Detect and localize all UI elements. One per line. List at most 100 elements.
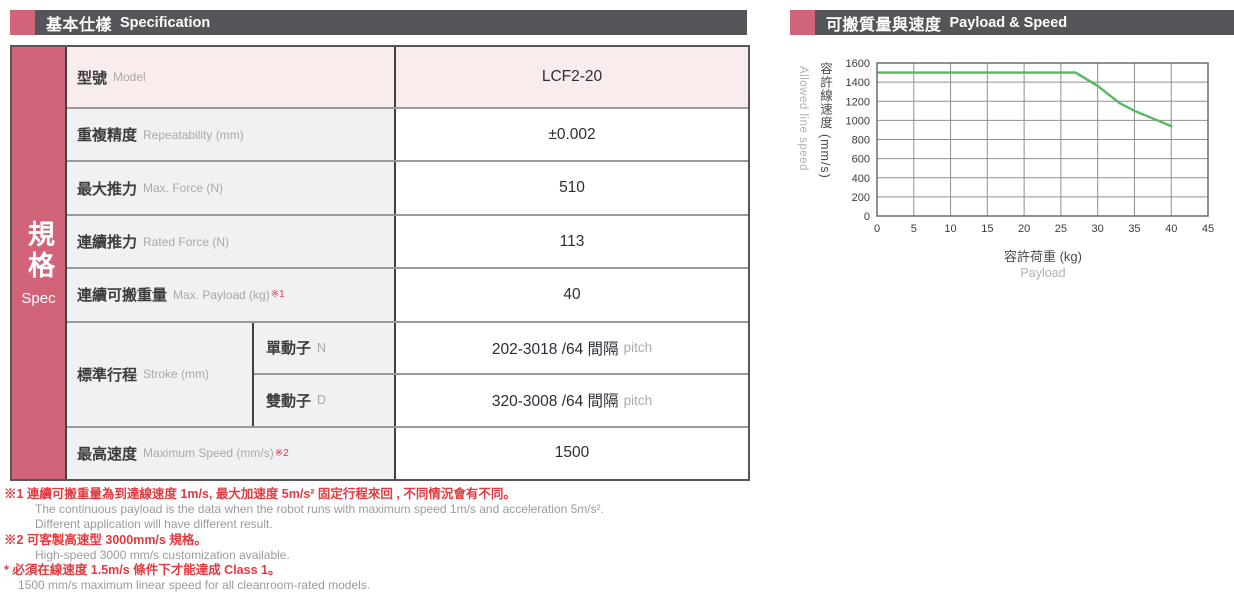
model-label-en: Model	[113, 70, 146, 84]
svg-text:45: 45	[1202, 223, 1214, 235]
stroke-single-label-cell: 單動子 N	[254, 322, 396, 374]
table-row-max-speed: 最高速度 Maximum Speed (mm/s) ※2 1500	[67, 425, 748, 479]
max-payload-footnote-ref: ※1	[270, 289, 285, 301]
svg-text:1000: 1000	[846, 115, 870, 127]
spec-header-title-zh: 基本仕樣	[46, 16, 113, 34]
max-force-label-en: Max. Force (N)	[143, 181, 224, 196]
stroke-label-zh: 標準行程	[77, 366, 138, 384]
stroke-double-code: D	[317, 393, 327, 408]
spec-table: 規格 Spec 型號 Model LCF2-20 重複精度 Repeatabil…	[10, 45, 750, 481]
max-payload-value-cell: 40	[396, 269, 748, 321]
footnotes: ※1 連續可搬重量為到達線速度 1m/s, 最大加速度 5m/s² 固定行程來回…	[4, 487, 764, 593]
repeatability-value-cell: ±0.002	[396, 109, 748, 161]
rated-force-value: 113	[559, 232, 585, 250]
max-speed-value-cell: 1500	[396, 427, 748, 479]
max-speed-label-cell: 最高速度 Maximum Speed (mm/s) ※2	[67, 427, 396, 479]
max-payload-label-cell: 連續可搬重量 Max. Payload (kg) ※1	[67, 269, 396, 321]
spec-band: 規格 Spec	[12, 47, 67, 479]
table-row-max-payload: 連續可搬重量 Max. Payload (kg) ※1 40	[67, 267, 748, 321]
payload-speed-header-title-zh: 可搬質量與速度	[826, 16, 942, 34]
max-force-label-zh: 最大推力	[77, 180, 138, 198]
spec-header-bar: 基本仕樣 Specification	[35, 10, 747, 35]
rated-force-label-cell: 連續推力 Rated Force (N)	[67, 215, 396, 268]
footnote-line: * 必須在線速度 1.5m/s 條件下才能達成 Class 1。	[4, 563, 281, 578]
rated-force-label-en: Rated Force (N)	[143, 234, 230, 249]
svg-text:800: 800	[852, 135, 870, 147]
svg-text:400: 400	[852, 173, 870, 185]
svg-text:40: 40	[1165, 223, 1177, 235]
model-label-zh: 型號	[77, 69, 108, 87]
footnote-line: 1500 mm/s maximum linear speed for all c…	[18, 578, 371, 593]
repeatability-label-cell: 重複精度 Repeatability (mm)	[67, 109, 396, 161]
svg-text:25: 25	[1055, 223, 1067, 235]
svg-text:20: 20	[1018, 223, 1030, 235]
max-force-value: 510	[559, 179, 585, 197]
spec-band-label-en: Spec	[21, 289, 56, 307]
table-row-max-force: 最大推力 Max. Force (N) 510	[67, 160, 748, 214]
footnote-line: The continuous payload is the data when …	[35, 502, 604, 517]
accent-square-icon	[790, 10, 815, 35]
max-force-label-cell: 最大推力 Max. Force (N)	[67, 162, 396, 214]
chart-x-axis-label-en: Payload	[1020, 266, 1066, 280]
spec-band-label-zh: 規格	[24, 219, 54, 282]
table-row-repeatability: 重複精度 Repeatability (mm) ±0.002	[67, 107, 748, 161]
stroke-double-value-suffix: pitch	[623, 392, 653, 408]
max-speed-label-en: Maximum Speed (mm/s)	[143, 446, 274, 461]
max-speed-footnote-ref: ※2	[274, 447, 289, 459]
footnote-line: ※1 連續可搬重量為到達線速度 1m/s, 最大加速度 5m/s² 固定行程來回…	[4, 487, 516, 501]
stroke-single-value: 202-3018 /64 間隔	[491, 340, 619, 358]
repeatability-value: ±0.002	[548, 125, 596, 143]
stroke-double-value-cell: 320-3008 /64 間隔 pitch	[396, 375, 748, 426]
svg-text:600: 600	[852, 154, 870, 166]
footnote-line: High-speed 3000 mm/s customization avail…	[35, 547, 290, 562]
table-row-rated-force: 連續推力 Rated Force (N) 113	[67, 213, 748, 268]
stroke-single-code: N	[317, 340, 327, 355]
payload-speed-chart: 0 200 400 600 800 1000 1200 1400 1600 0 5 10 15 20 25 3…	[846, 58, 1215, 235]
svg-text:35: 35	[1128, 223, 1140, 235]
chart-y-axis-label-en: Allowed line speed	[797, 66, 809, 171]
max-payload-value: 40	[563, 285, 581, 303]
stroke-label-en: Stroke (mm)	[143, 367, 210, 382]
model-value: LCF2-20	[541, 68, 603, 85]
spec-section-header: 基本仕樣 Specification	[10, 10, 747, 35]
svg-text:10: 10	[944, 223, 956, 235]
chart-x-axis-label-zh: 容許荷重 (kg)	[1003, 249, 1082, 264]
max-speed-value: 1500	[554, 444, 590, 462]
svg-text:30: 30	[1092, 223, 1104, 235]
max-speed-label-zh: 最高速度	[77, 445, 138, 463]
max-payload-label-zh: 連續可搬重量	[77, 287, 168, 305]
stroke-sub-rows: 單動子 N 202-3018 /64 間隔 pitch 雙動子 D	[254, 322, 748, 426]
table-row-stroke: 標準行程 Stroke (mm) 單動子 N 202-3018 /64 間隔 p…	[67, 320, 748, 426]
rated-force-value-cell: 113	[396, 215, 748, 268]
table-row-model: 型號 Model LCF2-20	[67, 47, 748, 107]
max-force-value-cell: 510	[396, 162, 748, 214]
footnote-line: ※2 可客製高速型 3000mm/s 規格。	[4, 532, 207, 547]
chart-y-axis-label-zh: 容許線速度 (mm/s)	[818, 62, 832, 179]
svg-text:1600: 1600	[846, 58, 870, 70]
svg-text:1400: 1400	[846, 77, 870, 89]
rated-force-label-zh: 連續推力	[77, 234, 138, 252]
svg-text:0: 0	[864, 211, 870, 223]
stroke-single-slider-row: 單動子 N 202-3018 /64 間隔 pitch	[254, 322, 748, 374]
footnote-line: Different application will have differen…	[35, 517, 273, 532]
svg-text:5: 5	[911, 223, 917, 235]
accent-square-icon	[10, 10, 35, 35]
spec-header-title-en: Specification	[120, 14, 211, 31]
stroke-single-value-suffix: pitch	[623, 340, 653, 356]
model-label-cell: 型號 Model	[67, 47, 396, 107]
payload-speed-section-header: 可搬質量與速度 Payload & Speed	[790, 10, 1234, 35]
stroke-double-slider-row: 雙動子 D 320-3008 /64 間隔 pitch	[254, 373, 748, 426]
max-payload-label-en: Max. Payload (kg)	[173, 287, 270, 302]
repeatability-label-en: Repeatability (mm)	[143, 127, 244, 142]
svg-text:1200: 1200	[846, 96, 870, 108]
svg-text:0: 0	[874, 223, 880, 235]
payload-speed-header-title-en: Payload & Speed	[949, 14, 1068, 31]
stroke-single-value-cell: 202-3018 /64 間隔 pitch	[396, 322, 748, 374]
spec-table-rows: 型號 Model LCF2-20 重複精度 Repeatability (mm)…	[67, 47, 748, 479]
chart-x-axis-label: 容許荷重 (kg) Payload	[877, 246, 1209, 280]
stroke-double-label-zh: 雙動子	[266, 392, 312, 410]
svg-text:15: 15	[981, 223, 993, 235]
svg-text:200: 200	[852, 192, 870, 204]
stroke-label-cell: 標準行程 Stroke (mm)	[67, 322, 254, 426]
